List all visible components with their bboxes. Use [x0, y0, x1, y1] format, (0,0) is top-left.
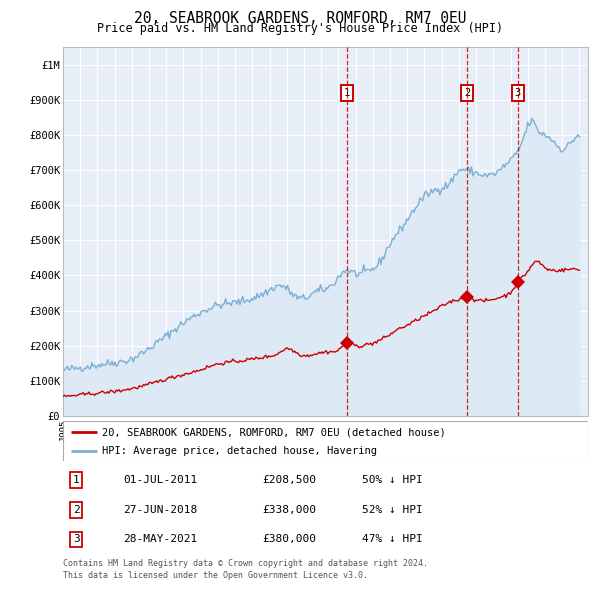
- Text: 01-JUL-2011: 01-JUL-2011: [124, 475, 197, 485]
- Text: Contains HM Land Registry data © Crown copyright and database right 2024.: Contains HM Land Registry data © Crown c…: [63, 559, 428, 568]
- Text: This data is licensed under the Open Government Licence v3.0.: This data is licensed under the Open Gov…: [63, 571, 368, 579]
- Text: 52% ↓ HPI: 52% ↓ HPI: [362, 505, 423, 514]
- Text: 1: 1: [73, 475, 79, 485]
- Text: 1: 1: [344, 88, 350, 98]
- Text: 47% ↓ HPI: 47% ↓ HPI: [362, 535, 423, 545]
- Text: 3: 3: [73, 535, 79, 545]
- Text: £380,000: £380,000: [263, 535, 317, 545]
- Text: 20, SEABROOK GARDENS, ROMFORD, RM7 0EU: 20, SEABROOK GARDENS, ROMFORD, RM7 0EU: [134, 11, 466, 25]
- Text: 27-JUN-2018: 27-JUN-2018: [124, 505, 197, 514]
- Text: 20, SEABROOK GARDENS, ROMFORD, RM7 0EU (detached house): 20, SEABROOK GARDENS, ROMFORD, RM7 0EU (…: [103, 428, 446, 438]
- Text: £208,500: £208,500: [263, 475, 317, 485]
- Text: 2: 2: [464, 88, 470, 98]
- Text: £338,000: £338,000: [263, 505, 317, 514]
- Text: 2: 2: [73, 505, 79, 514]
- Text: 50% ↓ HPI: 50% ↓ HPI: [362, 475, 423, 485]
- Text: Price paid vs. HM Land Registry's House Price Index (HPI): Price paid vs. HM Land Registry's House …: [97, 22, 503, 35]
- Text: 3: 3: [514, 88, 521, 98]
- Text: HPI: Average price, detached house, Havering: HPI: Average price, detached house, Have…: [103, 447, 377, 456]
- Text: 28-MAY-2021: 28-MAY-2021: [124, 535, 197, 545]
